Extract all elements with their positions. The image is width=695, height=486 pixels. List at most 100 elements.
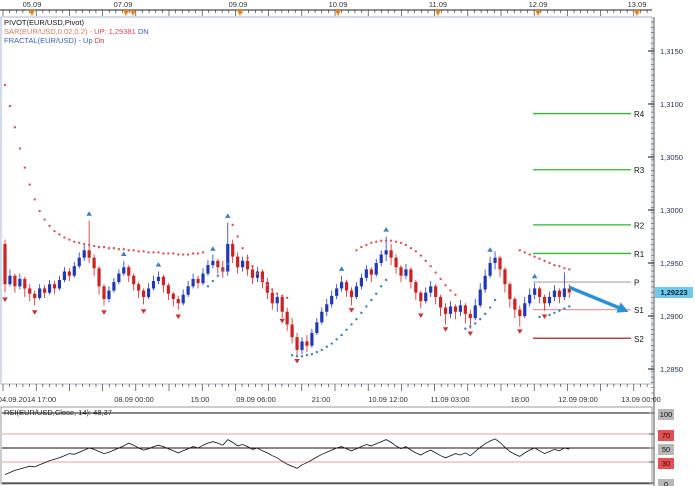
candle-body — [443, 307, 448, 314]
candle-body — [448, 306, 453, 314]
candle-body — [87, 250, 91, 258]
candle-body — [156, 276, 161, 282]
sar-dot-down — [290, 354, 294, 357]
sar-dot-up — [394, 240, 398, 243]
sar-dot-up — [285, 296, 289, 300]
pivot-label-p: P — [634, 279, 639, 288]
sar-dot-up — [152, 251, 155, 254]
candle-body — [102, 286, 106, 300]
sar-dot-up — [58, 233, 61, 236]
sar-dot-up — [449, 289, 452, 292]
fractal-up-icon — [155, 262, 162, 267]
rsi-line — [4, 438, 570, 475]
sar-dot-up — [33, 198, 36, 201]
candle-body — [107, 290, 111, 300]
sar-dot-up — [538, 257, 541, 260]
session-marker-icon — [435, 10, 441, 16]
candle-body — [67, 271, 71, 276]
sar-dot-up — [548, 261, 551, 265]
sar-dot-down — [340, 333, 343, 337]
fractal-down-icon — [541, 314, 548, 319]
candle-body — [28, 288, 32, 294]
candle-body — [419, 292, 423, 302]
rsi-tick-badge: 30 — [658, 457, 674, 469]
fractal-down-icon — [31, 310, 38, 315]
sar-dot-up — [231, 223, 234, 227]
price-tick-label: 1,3100 — [660, 99, 683, 109]
candle-body — [478, 289, 482, 306]
sar-dot-down — [380, 285, 383, 288]
session-marker-icon — [123, 10, 129, 16]
candle-body — [315, 322, 319, 333]
sar-dot-up — [78, 241, 81, 245]
main-chart-plot-area[interactable] — [0, 17, 652, 384]
sar-dot-up — [419, 254, 422, 257]
candle-body — [33, 293, 37, 298]
date-label: 13.09 — [627, 0, 647, 9]
candle-body — [146, 288, 151, 297]
candle-body — [424, 292, 428, 302]
candle-body — [270, 292, 274, 304]
candle-body — [211, 260, 215, 266]
sar-dot-down — [360, 311, 363, 315]
trend-arrow-head — [616, 302, 629, 313]
sar-dot-up — [196, 252, 200, 255]
candle-body — [330, 295, 334, 305]
candle-body — [359, 277, 363, 287]
sar-dot-up — [399, 241, 403, 245]
fractal-markers — [2, 211, 548, 364]
candle-body — [97, 268, 101, 287]
sar-dot-up — [172, 252, 175, 255]
sar-dot-up — [370, 241, 373, 245]
legend-pivot: PIVOT(EUR/USD,Pivot) — [4, 18, 149, 27]
sar-dot-up — [23, 166, 26, 169]
candle-body — [523, 303, 527, 316]
candle-body — [231, 243, 235, 257]
candle-body — [171, 293, 175, 300]
sar-dot-up — [147, 251, 150, 254]
trend-arrow — [568, 285, 629, 313]
candle-body — [3, 243, 7, 285]
candle-body — [349, 290, 354, 297]
candle-body — [463, 305, 467, 314]
fractal-down-icon — [294, 359, 300, 364]
sar-dot-up — [87, 243, 91, 247]
candle-body — [57, 279, 62, 289]
time-label: 11.09 03:00 — [430, 395, 470, 404]
candle-body — [409, 269, 413, 283]
session-marker-icon — [237, 10, 243, 16]
price-tick-label: 1,3150 — [660, 46, 683, 56]
candle-body — [518, 309, 522, 316]
time-label: 09.09 06:00 — [236, 395, 276, 404]
candle-body — [161, 276, 165, 286]
candle-body — [226, 243, 230, 272]
sar-dot-up — [543, 259, 546, 263]
legend-fractal-text: FRACTAL(EUR/USD) - — [4, 36, 81, 45]
sar-dot-down — [305, 354, 309, 357]
candle-body — [552, 290, 557, 297]
session-marker-icon — [29, 10, 35, 16]
candle-body — [137, 284, 141, 291]
candle-body — [557, 290, 561, 297]
candle-body — [369, 269, 373, 275]
sar-dot-up — [533, 255, 536, 258]
sar-dot-up — [355, 249, 358, 252]
candle-body — [241, 260, 245, 268]
pivot-label-s2: S2 — [634, 335, 644, 344]
candle-body — [250, 269, 255, 278]
candle-body — [414, 282, 418, 293]
sar-dot-down — [558, 309, 561, 312]
candle-body — [13, 275, 17, 287]
date-label: 11.09 — [428, 0, 448, 9]
rsi-tick-badge: 100 — [658, 408, 674, 420]
candle-body — [483, 275, 487, 290]
candle-body — [23, 278, 27, 289]
candle-body — [265, 282, 269, 293]
sar-dot-up — [191, 252, 195, 255]
rsi-plot-area[interactable] — [0, 407, 652, 484]
candle-body — [542, 296, 547, 304]
candle-body — [379, 254, 383, 263]
price-tick-label: 1,2850 — [660, 364, 683, 374]
fractal-down-icon — [101, 310, 107, 315]
